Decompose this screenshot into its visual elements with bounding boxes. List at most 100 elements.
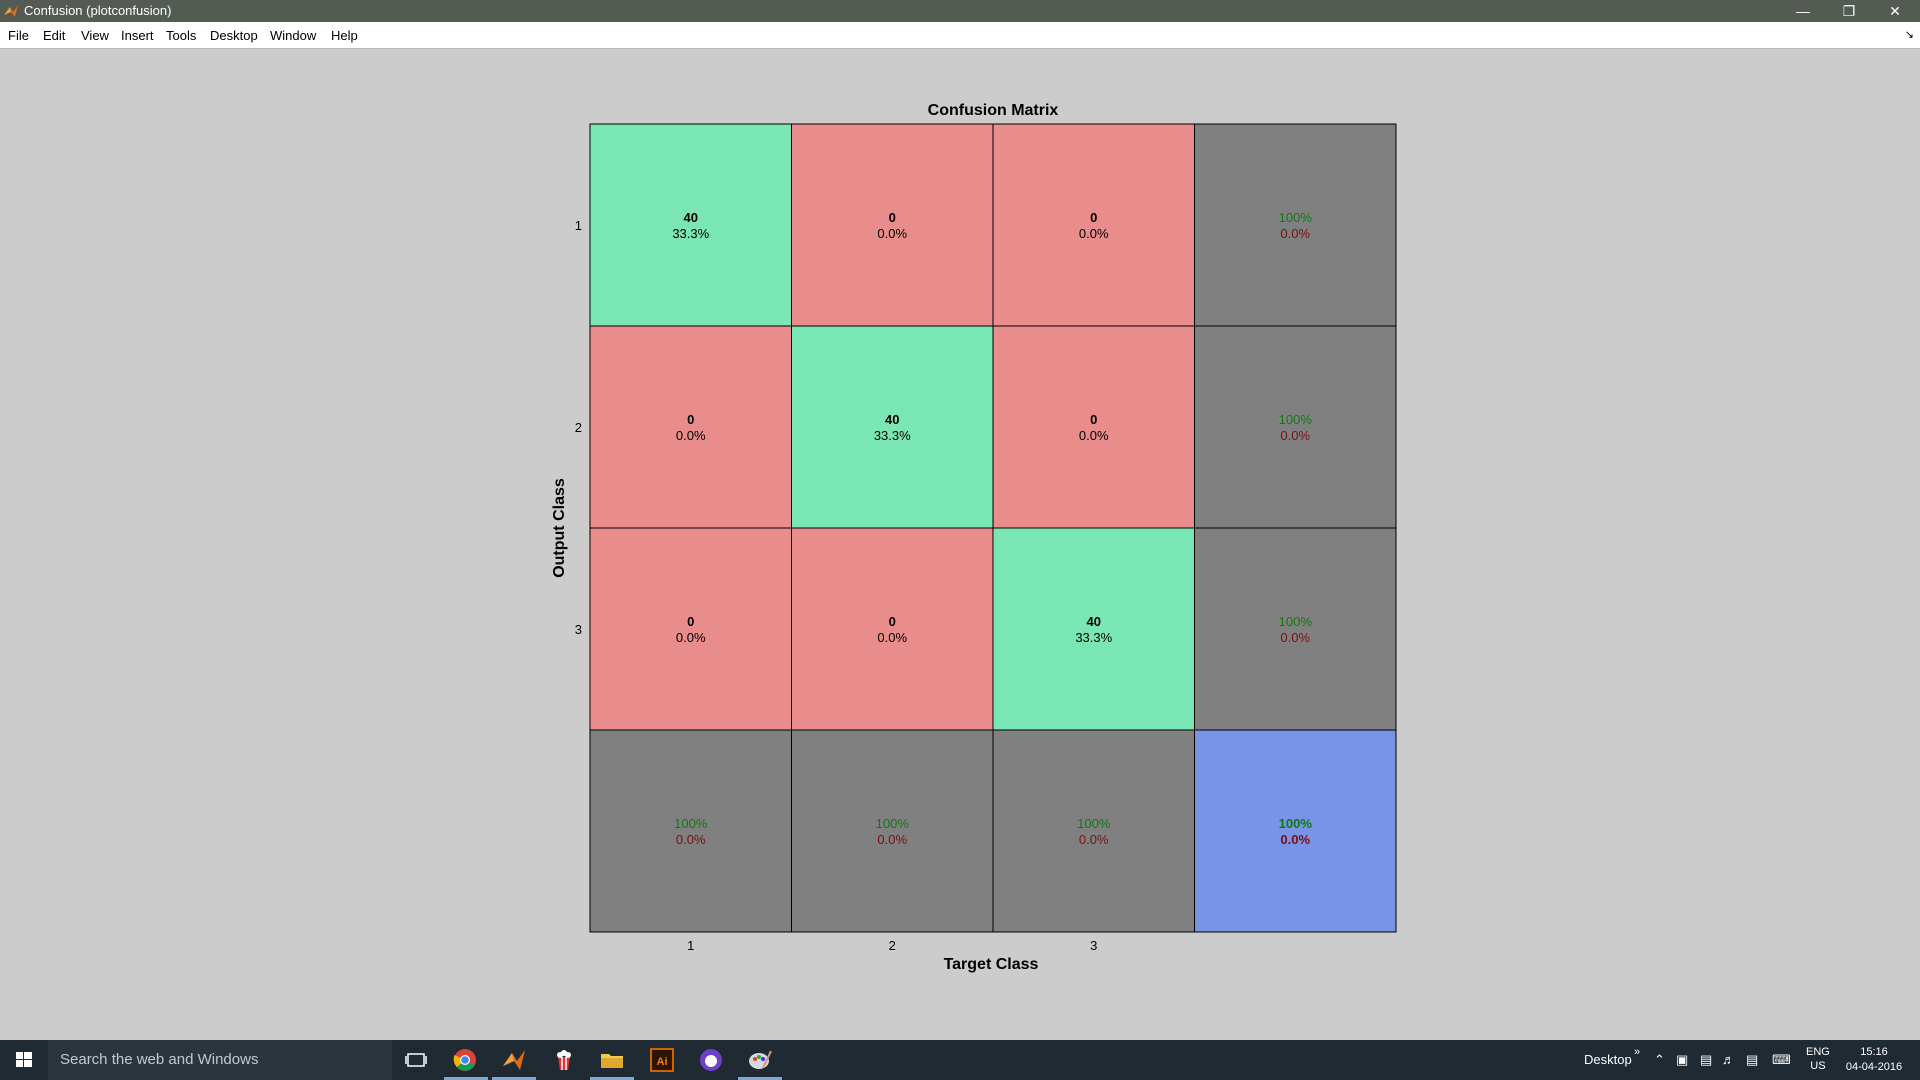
column-summary-correct: 100% bbox=[1077, 816, 1111, 831]
cell-percent: 33.3% bbox=[874, 428, 911, 443]
restore-button[interactable]: ❐ bbox=[1842, 3, 1856, 19]
matrix-cell bbox=[992, 325, 1195, 529]
column-summary-correct: 100% bbox=[876, 816, 910, 831]
column-summary-error: 0.0% bbox=[676, 832, 706, 847]
matrix-cell bbox=[791, 527, 994, 731]
row-summary-correct: 100% bbox=[1279, 614, 1313, 629]
x-tick-label: 3 bbox=[1090, 938, 1097, 953]
cell-count: 0 bbox=[1090, 210, 1097, 225]
toolbar-expand-icon[interactable]: » bbox=[1634, 1046, 1641, 1058]
language-code: ENG bbox=[1806, 1046, 1830, 1058]
matlab-taskbar-icon[interactable] bbox=[500, 1046, 528, 1074]
menu-insert[interactable]: Insert bbox=[121, 28, 154, 43]
cell-count: 40 bbox=[684, 210, 698, 225]
paint-active-indicator bbox=[738, 1077, 782, 1080]
menu-desktop[interactable]: Desktop bbox=[210, 28, 258, 43]
matrix-cell bbox=[791, 325, 994, 529]
volume-icon[interactable]: ♬ bbox=[1722, 1052, 1735, 1067]
y-axis-label: Output Class bbox=[551, 478, 568, 578]
row-summary-correct: 100% bbox=[1279, 412, 1313, 427]
chrome-icon[interactable] bbox=[451, 1046, 479, 1074]
file-explorer-icon[interactable] bbox=[598, 1046, 626, 1074]
overall-accuracy-cell bbox=[1194, 729, 1397, 933]
cell-percent: 0.0% bbox=[676, 428, 706, 443]
confusion-matrix-plot: 4033.3%00.0%00.0%100%0.0%00.0%4033.3%00.… bbox=[551, 102, 1397, 973]
svg-text:Ai: Ai bbox=[657, 1056, 668, 1068]
cell-count: 0 bbox=[687, 412, 694, 427]
paint-app-icon[interactable] bbox=[746, 1046, 774, 1074]
network-icon[interactable]: ▤ bbox=[1700, 1052, 1713, 1067]
illustrator-icon[interactable]: Ai bbox=[648, 1046, 676, 1074]
menu-bar: File Edit View Insert Tools Desktop Wind… bbox=[0, 22, 1920, 49]
menu-view[interactable]: View bbox=[81, 28, 109, 43]
cell-percent: 0.0% bbox=[1079, 428, 1109, 443]
row-summary-cell bbox=[1194, 527, 1397, 731]
row-summary-cell bbox=[1194, 123, 1397, 327]
cell-percent: 33.3% bbox=[672, 226, 709, 241]
overall-correct: 100% bbox=[1279, 816, 1313, 831]
matlab-logo-icon bbox=[4, 5, 18, 17]
matrix-cell bbox=[992, 527, 1195, 731]
desktop-toolbar-label[interactable]: Desktop bbox=[1584, 1052, 1632, 1067]
cell-count: 40 bbox=[885, 412, 899, 427]
cell-percent: 33.3% bbox=[1075, 630, 1112, 645]
taskbar-search-box[interactable]: Search the web and Windows bbox=[48, 1040, 392, 1080]
explorer-active-indicator bbox=[590, 1077, 634, 1080]
cell-count: 0 bbox=[1090, 412, 1097, 427]
github-desktop-icon[interactable] bbox=[697, 1046, 725, 1074]
x-tick-label: 1 bbox=[687, 938, 694, 953]
column-summary-cell bbox=[992, 729, 1195, 933]
taskbar: Search the web and Windows Ai bbox=[0, 1040, 1920, 1080]
x-axis-label: Target Class bbox=[944, 956, 1039, 973]
clock-time: 15:16 bbox=[1860, 1046, 1888, 1058]
column-summary-error: 0.0% bbox=[877, 832, 907, 847]
cell-percent: 0.0% bbox=[1079, 226, 1109, 241]
keyboard-icon[interactable]: ⌨ bbox=[1772, 1052, 1791, 1067]
cell-percent: 0.0% bbox=[877, 630, 907, 645]
menu-help[interactable]: Help bbox=[331, 28, 358, 43]
menu-edit[interactable]: Edit bbox=[43, 28, 66, 43]
cell-count: 0 bbox=[687, 614, 694, 629]
menu-file[interactable]: File bbox=[8, 28, 29, 43]
cell-percent: 0.0% bbox=[877, 226, 907, 241]
overall-error: 0.0% bbox=[1280, 832, 1310, 847]
region-code: US bbox=[1810, 1060, 1826, 1072]
dock-arrow-icon[interactable]: ↘ bbox=[1904, 29, 1914, 41]
clock-date: 04-04-2016 bbox=[1845, 1061, 1903, 1073]
figure-canvas: 40 33.3% 0 0.0% 0 0.0% 100% 0.0% 0 0.0% 40 33.3% 0 0.… bbox=[0, 49, 1920, 1040]
popcorn-app-icon[interactable] bbox=[550, 1046, 578, 1074]
y-tick-label: 2 bbox=[575, 420, 582, 435]
chrome-active-indicator bbox=[444, 1077, 488, 1080]
action-center-icon[interactable]: ▤ bbox=[1746, 1052, 1759, 1067]
menu-window[interactable]: Window bbox=[270, 28, 317, 43]
row-summary-error: 0.0% bbox=[1280, 226, 1310, 241]
x-tick-label: 2 bbox=[889, 938, 896, 953]
matrix-cell bbox=[589, 325, 792, 529]
menu-tools[interactable]: Tools bbox=[166, 28, 197, 43]
task-view-icon[interactable] bbox=[402, 1046, 430, 1074]
row-summary-error: 0.0% bbox=[1280, 630, 1310, 645]
cell-count: 40 bbox=[1087, 614, 1101, 629]
close-button[interactable]: ✕ bbox=[1889, 3, 1901, 19]
column-summary-error: 0.0% bbox=[1079, 832, 1109, 847]
row-summary-error: 0.0% bbox=[1280, 428, 1310, 443]
cell-count: 0 bbox=[889, 210, 896, 225]
windows-start-icon[interactable] bbox=[0, 1040, 48, 1080]
column-summary-correct: 100% bbox=[674, 816, 708, 831]
row-summary-correct: 100% bbox=[1279, 210, 1313, 225]
y-tick-label: 1 bbox=[575, 218, 582, 233]
title-bar: Confusion (plotconfusion) — ❐ ✕ bbox=[0, 0, 1920, 22]
column-summary-cell bbox=[791, 729, 994, 933]
taskbar-clock[interactable]: 15:16 04-04-2016 bbox=[1843, 1045, 1905, 1075]
matrix-cell bbox=[589, 123, 792, 327]
minimize-button[interactable]: — bbox=[1796, 3, 1810, 19]
window-title: Confusion (plotconfusion) bbox=[24, 3, 172, 18]
tray-chevron-up-icon[interactable]: ⌃ bbox=[1654, 1052, 1665, 1067]
row-summary-cell bbox=[1194, 325, 1397, 529]
chart-title: Confusion Matrix bbox=[928, 102, 1059, 119]
cell-percent: 0.0% bbox=[676, 630, 706, 645]
input-language-indicator[interactable]: ENG US bbox=[1806, 1045, 1830, 1073]
matlab-active-indicator bbox=[492, 1077, 536, 1080]
battery-icon[interactable]: ▣ bbox=[1676, 1052, 1689, 1067]
column-summary-cell bbox=[589, 729, 792, 933]
